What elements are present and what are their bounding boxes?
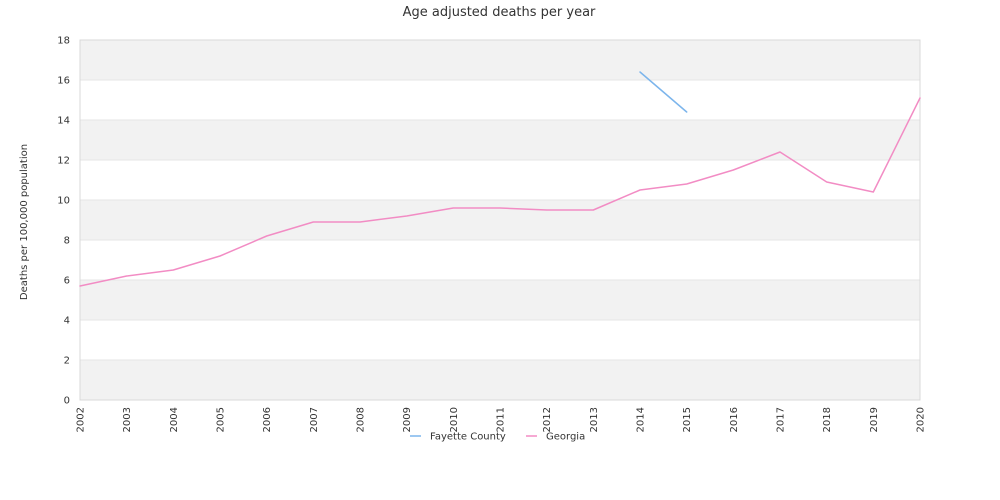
x-tick-label: 2010	[449, 407, 460, 432]
x-tick-label: 2016	[729, 407, 740, 432]
x-tick-label: 2005	[216, 407, 227, 432]
x-tick-label: 2014	[636, 407, 647, 432]
y-axis-ticks: 0 2 4 6 8 10 12 14 16 18	[57, 36, 70, 407]
legend-label: Fayette County	[430, 432, 506, 443]
grid-band	[80, 200, 920, 240]
y-tick-label: 10	[57, 196, 70, 207]
y-tick-label: 16	[57, 76, 70, 87]
y-tick-label: 4	[64, 316, 70, 327]
legend-label: Georgia	[546, 432, 585, 443]
grid-band	[80, 360, 920, 400]
x-tick-label: 2017	[776, 407, 787, 432]
grid-bands	[80, 40, 920, 400]
x-tick-label: 2013	[589, 407, 600, 432]
grid-band	[80, 120, 920, 160]
x-tick-label: 2004	[169, 407, 180, 432]
y-tick-label: 8	[64, 236, 70, 247]
series-line-2	[79, 97, 921, 287]
x-tick-label: 2015	[682, 407, 693, 432]
y-tick-label: 18	[57, 36, 70, 47]
grid-band	[80, 280, 920, 320]
x-tick-label: 2019	[869, 407, 880, 432]
y-tick-label: 12	[57, 156, 70, 167]
x-tick-label: 2007	[309, 407, 320, 432]
chart-title: Age adjusted deaths per year	[403, 5, 596, 20]
y-tick-label: 0	[64, 396, 70, 407]
x-tick-label: 2002	[76, 407, 87, 432]
y-axis-title: Deaths per 100,000 population	[19, 144, 30, 300]
grid-band	[80, 40, 920, 80]
x-axis-ticks: 2002 2003 2004 2005 2006 2007 2008 2009 2010 2011…	[76, 407, 927, 432]
y-tick-label: 14	[57, 116, 70, 127]
x-tick-label: 2011	[496, 407, 507, 432]
legend: Fayette County Georgia	[410, 432, 585, 443]
x-tick-label: 2003	[122, 407, 133, 432]
x-tick-label: 2008	[356, 407, 367, 432]
x-tick-label: 2006	[262, 407, 273, 432]
x-tick-label: 2018	[822, 407, 833, 432]
legend-item[interactable]: Georgia	[526, 432, 585, 443]
series-lines	[79, 71, 921, 287]
y-tick-label: 2	[64, 356, 70, 367]
plot-area-border	[79, 39, 921, 401]
x-tick-label: 2020	[916, 407, 927, 432]
y-tick-label: 6	[64, 276, 70, 287]
series-line-1	[639, 71, 688, 113]
x-tick-label: 2009	[402, 407, 413, 432]
x-tick-label: 2012	[542, 407, 553, 432]
legend-item[interactable]: Fayette County	[410, 432, 506, 443]
